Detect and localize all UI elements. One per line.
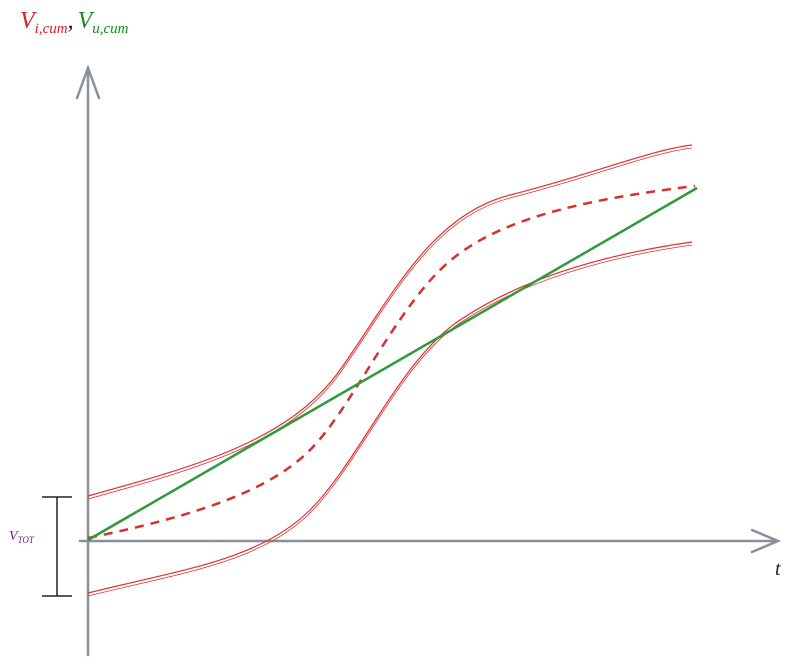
bracket <box>42 496 72 597</box>
label-part: V <box>78 8 95 34</box>
vi-cum-curve <box>87 184 696 540</box>
lower-bound-sketch <box>87 244 693 597</box>
curves <box>87 144 698 597</box>
upper-bound <box>87 144 693 497</box>
vtot-label: VTOT <box>9 529 35 545</box>
label-part: V <box>20 8 37 34</box>
label-part: i,cum <box>35 21 68 37</box>
label-part: u,cum <box>92 21 128 37</box>
vu-cum-line <box>87 186 698 542</box>
x-label: t <box>775 558 781 580</box>
label: Vi,cum, Vu,cum <box>20 8 129 37</box>
upper-bound-sketch <box>87 147 693 500</box>
axes <box>75 64 782 657</box>
label-part: , <box>68 8 74 34</box>
lower-bound <box>87 241 693 594</box>
label-part: V <box>9 529 19 544</box>
label-part: TOT <box>18 535 35 545</box>
